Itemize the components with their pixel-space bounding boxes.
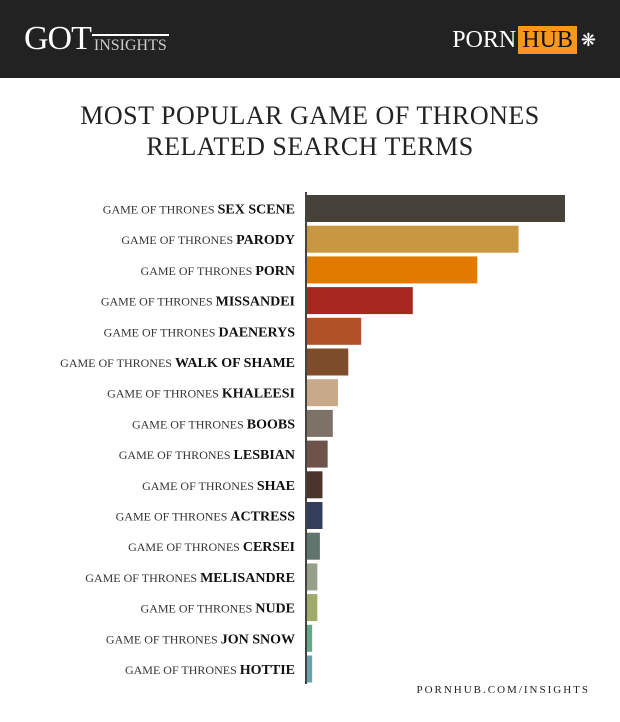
dragon-icon: ❋ (580, 29, 596, 50)
category-label: GAME OF THRONES SEX SCENE (103, 203, 295, 218)
category-label: GAME OF THRONES DAENERYS (104, 325, 296, 340)
ph-logo-hub: HUB (518, 26, 577, 54)
category-label: GAME OF THRONES PARODY (121, 233, 295, 248)
bar (307, 379, 338, 407)
label-prefix: GAME OF THRONES (142, 479, 257, 493)
bar (307, 502, 323, 529)
bar (307, 195, 565, 222)
label-prefix: GAME OF THRONES (141, 264, 256, 278)
label-prefix: GAME OF THRONES (128, 540, 243, 554)
label-prefix: GAME OF THRONES (132, 417, 247, 431)
bar (307, 624, 313, 652)
category-label: GAME OF THRONES LESBIAN (119, 448, 295, 463)
label-term: MELISANDRE (200, 571, 295, 586)
title-line-2: RELATED SEARCH TERMS (146, 132, 474, 161)
label-prefix: GAME OF THRONES (125, 663, 240, 677)
label-term: JON SNOW (221, 632, 295, 647)
chart-title: MOST POPULAR GAME OF THRONES RELATED SEA… (0, 100, 620, 162)
category-label: GAME OF THRONES BOOBS (132, 417, 295, 432)
label-prefix: GAME OF THRONES (85, 571, 200, 585)
label-prefix: GAME OF THRONES (116, 510, 231, 524)
category-label: GAME OF THRONES MISSANDEI (101, 295, 295, 310)
label-prefix: GAME OF THRONES (106, 632, 221, 646)
label-term: LESBIAN (234, 448, 295, 463)
label-term: BOOBS (247, 417, 295, 432)
label-prefix: GAME OF THRONES (119, 448, 234, 462)
label-term: WALK OF SHAME (175, 356, 295, 371)
got-logo-sub: INSIGHTS (91, 34, 169, 54)
pornhub-logo: PORN HUB ❋ (452, 26, 596, 54)
bar (307, 225, 519, 253)
category-label: GAME OF THRONES WALK OF SHAME (60, 356, 295, 371)
label-term: CERSEI (243, 540, 295, 555)
label-prefix: GAME OF THRONES (107, 387, 222, 401)
label-term: MISSANDEI (216, 295, 295, 310)
bar (307, 563, 318, 591)
bar (307, 409, 333, 437)
footer-url: PORNHUB.COM/INSIGHTS (416, 684, 590, 696)
label-term: PORN (255, 264, 295, 279)
got-logo-text: GOT (24, 20, 92, 57)
label-term: ACTRESS (230, 510, 295, 525)
category-label: GAME OF THRONES NUDE (141, 602, 295, 617)
header-bar: GOT INSIGHTS PORN HUB ❋ (0, 0, 620, 78)
bar (307, 440, 328, 468)
label-prefix: GAME OF THRONES (101, 295, 216, 309)
label-term: DAENERYS (218, 325, 295, 340)
category-label: GAME OF THRONES JON SNOW (106, 632, 295, 647)
label-prefix: GAME OF THRONES (121, 233, 236, 247)
label-term: HOTTIE (240, 663, 295, 678)
bar (307, 655, 313, 683)
label-term: KHALEESI (222, 387, 295, 402)
label-term: NUDE (255, 602, 295, 617)
label-term: SHAE (257, 479, 295, 494)
label-prefix: GAME OF THRONES (60, 356, 175, 370)
title-line-1: MOST POPULAR GAME OF THRONES (80, 101, 540, 130)
bar (307, 287, 413, 315)
got-insights-logo: GOT INSIGHTS (24, 20, 169, 57)
category-label: GAME OF THRONES CERSEI (128, 540, 295, 555)
bar (307, 532, 320, 560)
bar (307, 317, 362, 345)
label-term: SEX SCENE (218, 203, 295, 218)
category-label: GAME OF THRONES MELISANDRE (85, 571, 295, 586)
category-label: GAME OF THRONES SHAE (142, 479, 295, 494)
bar (307, 348, 349, 376)
bar (307, 256, 478, 284)
label-prefix: GAME OF THRONES (104, 325, 219, 339)
bar (307, 594, 318, 622)
category-label: GAME OF THRONES PORN (141, 264, 295, 279)
bar (307, 471, 323, 499)
category-label: GAME OF THRONES HOTTIE (125, 663, 295, 678)
category-label: GAME OF THRONES KHALEESI (107, 387, 295, 402)
label-prefix: GAME OF THRONES (141, 602, 256, 616)
label-prefix: GAME OF THRONES (103, 203, 218, 217)
ph-logo-porn: PORN (452, 26, 517, 53)
label-term: PARODY (236, 233, 295, 248)
category-label: GAME OF THRONES ACTRESS (116, 510, 296, 525)
